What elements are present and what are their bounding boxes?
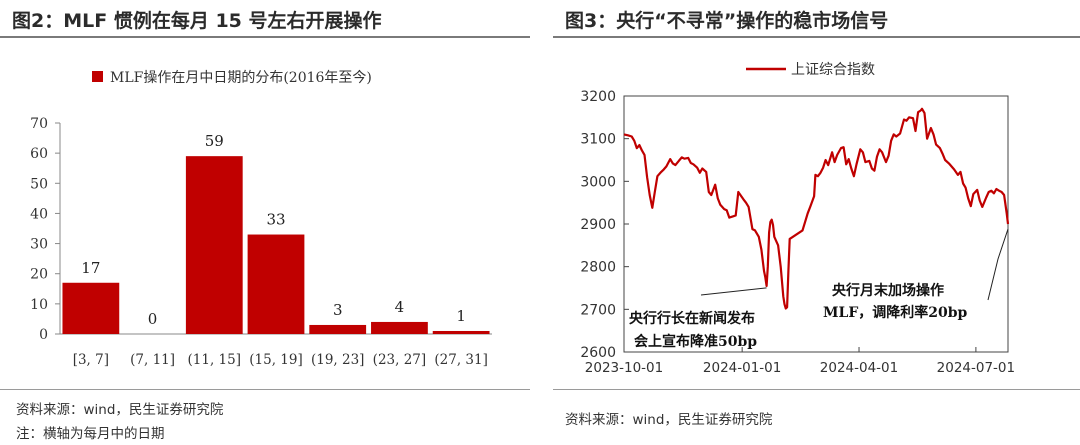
bar-x-tick-label: (11, 15] — [188, 352, 241, 368]
bar-x-tick-label: (7, 11] — [130, 352, 175, 368]
line-legend: 上证综合指数 — [746, 62, 875, 78]
bar-chart: MLF操作在月中日期的分布(2016年至今)01020304050607017[… — [30, 70, 492, 368]
line-chart: 2600 2700 2800 2900 3000 3100 3200 2023-10-01 20… — [580, 62, 1015, 376]
line-y-tick-label: 2800 — [580, 260, 616, 276]
bar — [62, 282, 120, 334]
bar-y-tick-label: 30 — [30, 237, 48, 253]
bar-data-label: 33 — [266, 211, 285, 229]
line-x-tick-label: 2024-01-01 — [703, 360, 781, 376]
right-figure-title: 图3：央行“不寻常”操作的稳市场信号 — [565, 10, 889, 32]
line-y-tick-label: 2900 — [580, 217, 616, 233]
line-legend-label: 上证综合指数 — [791, 62, 875, 78]
line-y-tick-label: 3000 — [580, 174, 616, 190]
right-title-rule — [553, 36, 1080, 38]
line-y-tick-label: 2600 — [580, 345, 616, 361]
bar-y-tick-label: 60 — [30, 146, 48, 162]
bar-x-tick-label: (23, 27] — [373, 352, 426, 368]
line-series-shanghai-composite — [623, 107, 1010, 310]
bar-data-label: 0 — [148, 310, 158, 328]
bar-y-tick-label: 40 — [30, 206, 48, 222]
bar-x-tick-label: (15, 19] — [249, 352, 302, 368]
bar-data-label: 3 — [333, 301, 343, 319]
bar-x-tick-label: [3, 7] — [73, 352, 109, 368]
bar — [309, 324, 367, 334]
bar-legend-label: MLF操作在月中日期的分布(2016年至今) — [110, 70, 372, 86]
right-source-note: 资料来源：wind，民生证券研究院 — [565, 412, 773, 428]
line-x-tick-label: 2023-10-01 — [585, 360, 663, 376]
left-figure-title: 图2：MLF 惯例在每月 15 号左右开展操作 — [12, 10, 382, 32]
bar-y-tick-label: 50 — [30, 176, 48, 192]
bar-x-tick-label: (27, 31] — [434, 352, 487, 368]
line-y-tick-label: 3100 — [580, 132, 616, 148]
bar-data-label: 1 — [456, 307, 466, 325]
bar — [247, 234, 305, 334]
bar-data-label: 4 — [395, 298, 405, 316]
annotation-leader-line — [700, 287, 767, 296]
left-bottom-rule — [0, 389, 530, 390]
bar-legend: MLF操作在月中日期的分布(2016年至今) — [92, 70, 372, 86]
left-axis-note: 注：横轴为每月中的日期 — [16, 426, 165, 442]
bar-y-tick-label: 10 — [30, 297, 48, 313]
line-y-tick-label: 2700 — [580, 302, 616, 318]
annotation-text-line: 央行行长在新闻发布 — [629, 310, 755, 327]
bar — [371, 321, 428, 334]
bar-y-tick-label: 0 — [39, 327, 48, 343]
line-x-tick-label: 2024-07-01 — [937, 360, 1015, 376]
bar — [185, 156, 243, 334]
annotation-text-line: 会上宣布降准50bp — [634, 333, 757, 350]
bar-data-label: 17 — [81, 259, 100, 277]
line-y-tick-label: 3200 — [580, 89, 616, 105]
annotation-text-line: MLF，调降利率20bp — [823, 304, 968, 321]
bar-y-tick-label: 70 — [30, 116, 48, 132]
right-bottom-rule — [553, 389, 1080, 390]
right-panel: 图3：央行“不寻常”操作的稳市场信号 2600 2700 2800 2900 3000 3… — [553, 0, 1080, 445]
bar-x-tick-label: (19, 23] — [311, 352, 364, 368]
bar — [432, 330, 490, 334]
left-panel: 图2：MLF 惯例在每月 15 号左右开展操作 MLF操作在月中日期的分布(20… — [0, 0, 530, 445]
annotation-leader-line — [987, 228, 1009, 301]
bar-y-tick-label: 20 — [30, 267, 48, 283]
bar-legend-swatch — [92, 71, 103, 82]
line-x-tick-label: 2024-04-01 — [820, 360, 898, 376]
left-title-rule — [0, 36, 530, 38]
annotation-text-line: 央行月末加场操作 — [832, 282, 944, 299]
left-source-note: 资料来源：wind，民生证券研究院 — [16, 402, 224, 418]
bar-data-label: 59 — [205, 132, 224, 150]
